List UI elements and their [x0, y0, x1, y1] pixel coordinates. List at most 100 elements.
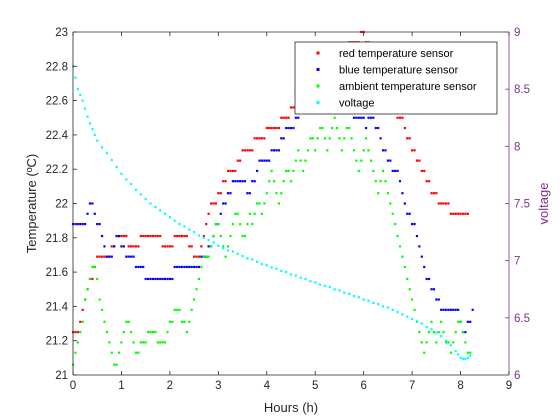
data-point	[435, 192, 438, 195]
data-point	[110, 351, 113, 354]
data-point	[384, 149, 387, 152]
data-point	[469, 320, 472, 323]
data-point	[144, 341, 147, 344]
data-point	[243, 149, 247, 152]
data-point	[413, 308, 416, 311]
data-point	[180, 234, 184, 238]
data-point	[285, 116, 288, 119]
legend-marker	[316, 101, 320, 104]
data-point	[229, 192, 232, 195]
data-point	[398, 180, 402, 183]
data-point	[88, 277, 92, 281]
data-point	[137, 245, 140, 248]
data-point	[241, 180, 244, 183]
data-point	[372, 169, 375, 173]
data-point	[289, 180, 293, 183]
data-point	[406, 212, 409, 215]
data-point	[299, 276, 302, 279]
data-point	[241, 254, 244, 258]
data-point	[74, 76, 77, 79]
series-layer	[71, 30, 474, 366]
data-point	[457, 308, 460, 311]
y-tick-right-label: 8	[514, 141, 520, 153]
data-point	[294, 159, 297, 162]
x-tick-label: 8	[457, 380, 463, 392]
y-tick-right-label: 7	[514, 256, 520, 268]
data-point	[260, 263, 264, 266]
x-tick-label: 4	[264, 380, 271, 392]
data-point	[202, 234, 205, 238]
data-point	[408, 137, 411, 140]
data-point	[408, 212, 411, 215]
data-point	[427, 180, 431, 183]
data-point	[280, 269, 283, 273]
data-point	[466, 212, 469, 215]
data-point	[74, 351, 77, 354]
data-point	[81, 222, 84, 226]
x-tick-label: 5	[312, 380, 318, 392]
data-point	[122, 234, 125, 238]
data-point	[219, 192, 222, 195]
data-point	[437, 331, 440, 334]
data-point	[282, 180, 285, 183]
data-point	[294, 274, 297, 277]
data-point	[98, 222, 101, 226]
data-point	[168, 216, 171, 219]
data-point	[323, 137, 327, 140]
data-point	[401, 313, 404, 316]
data-point	[258, 137, 261, 140]
x-tick-label: 6	[360, 380, 366, 392]
data-point	[328, 285, 331, 289]
data-point	[154, 277, 157, 281]
data-point	[76, 222, 79, 226]
data-point	[411, 317, 414, 321]
data-point	[137, 351, 140, 354]
data-point	[454, 349, 457, 353]
data-point	[377, 303, 380, 306]
data-point	[86, 212, 89, 215]
data-point	[134, 188, 138, 191]
data-point	[280, 116, 283, 119]
data-point	[134, 245, 138, 248]
data-point	[224, 255, 227, 258]
data-point	[105, 152, 109, 155]
data-point	[100, 255, 104, 258]
data-point	[151, 331, 155, 334]
data-point	[142, 265, 145, 269]
data-point	[268, 126, 271, 130]
data-point	[224, 180, 227, 183]
data-point	[340, 149, 343, 152]
data-point	[251, 258, 254, 261]
data-point	[377, 126, 380, 130]
data-point	[115, 165, 118, 169]
data-point	[161, 277, 164, 281]
data-point	[285, 169, 288, 173]
data-point	[430, 288, 433, 291]
data-point	[236, 252, 239, 255]
legend-label: red temperature sensor	[339, 48, 454, 60]
data-point	[159, 234, 162, 238]
y-axis-left-label: Temperature (ºC)	[24, 154, 39, 253]
data-point	[444, 341, 448, 344]
data-point	[423, 169, 426, 173]
data-point	[151, 234, 155, 238]
data-point	[176, 265, 179, 269]
data-point	[408, 288, 411, 291]
data-point	[427, 277, 431, 281]
legend-label: ambient temperature sensor	[339, 81, 477, 93]
y-tick-right-label: 6.5	[514, 313, 530, 325]
data-point	[207, 255, 210, 258]
data-point	[105, 255, 109, 258]
data-point	[236, 212, 239, 215]
data-point	[265, 264, 268, 267]
data-point	[386, 306, 389, 309]
data-point	[454, 212, 457, 215]
data-point	[464, 212, 467, 215]
data-point	[260, 137, 264, 140]
data-point	[176, 234, 179, 238]
data-point	[120, 234, 123, 238]
data-point	[248, 192, 251, 195]
data-point	[374, 126, 377, 130]
data-point	[154, 331, 157, 334]
data-point	[335, 126, 339, 130]
